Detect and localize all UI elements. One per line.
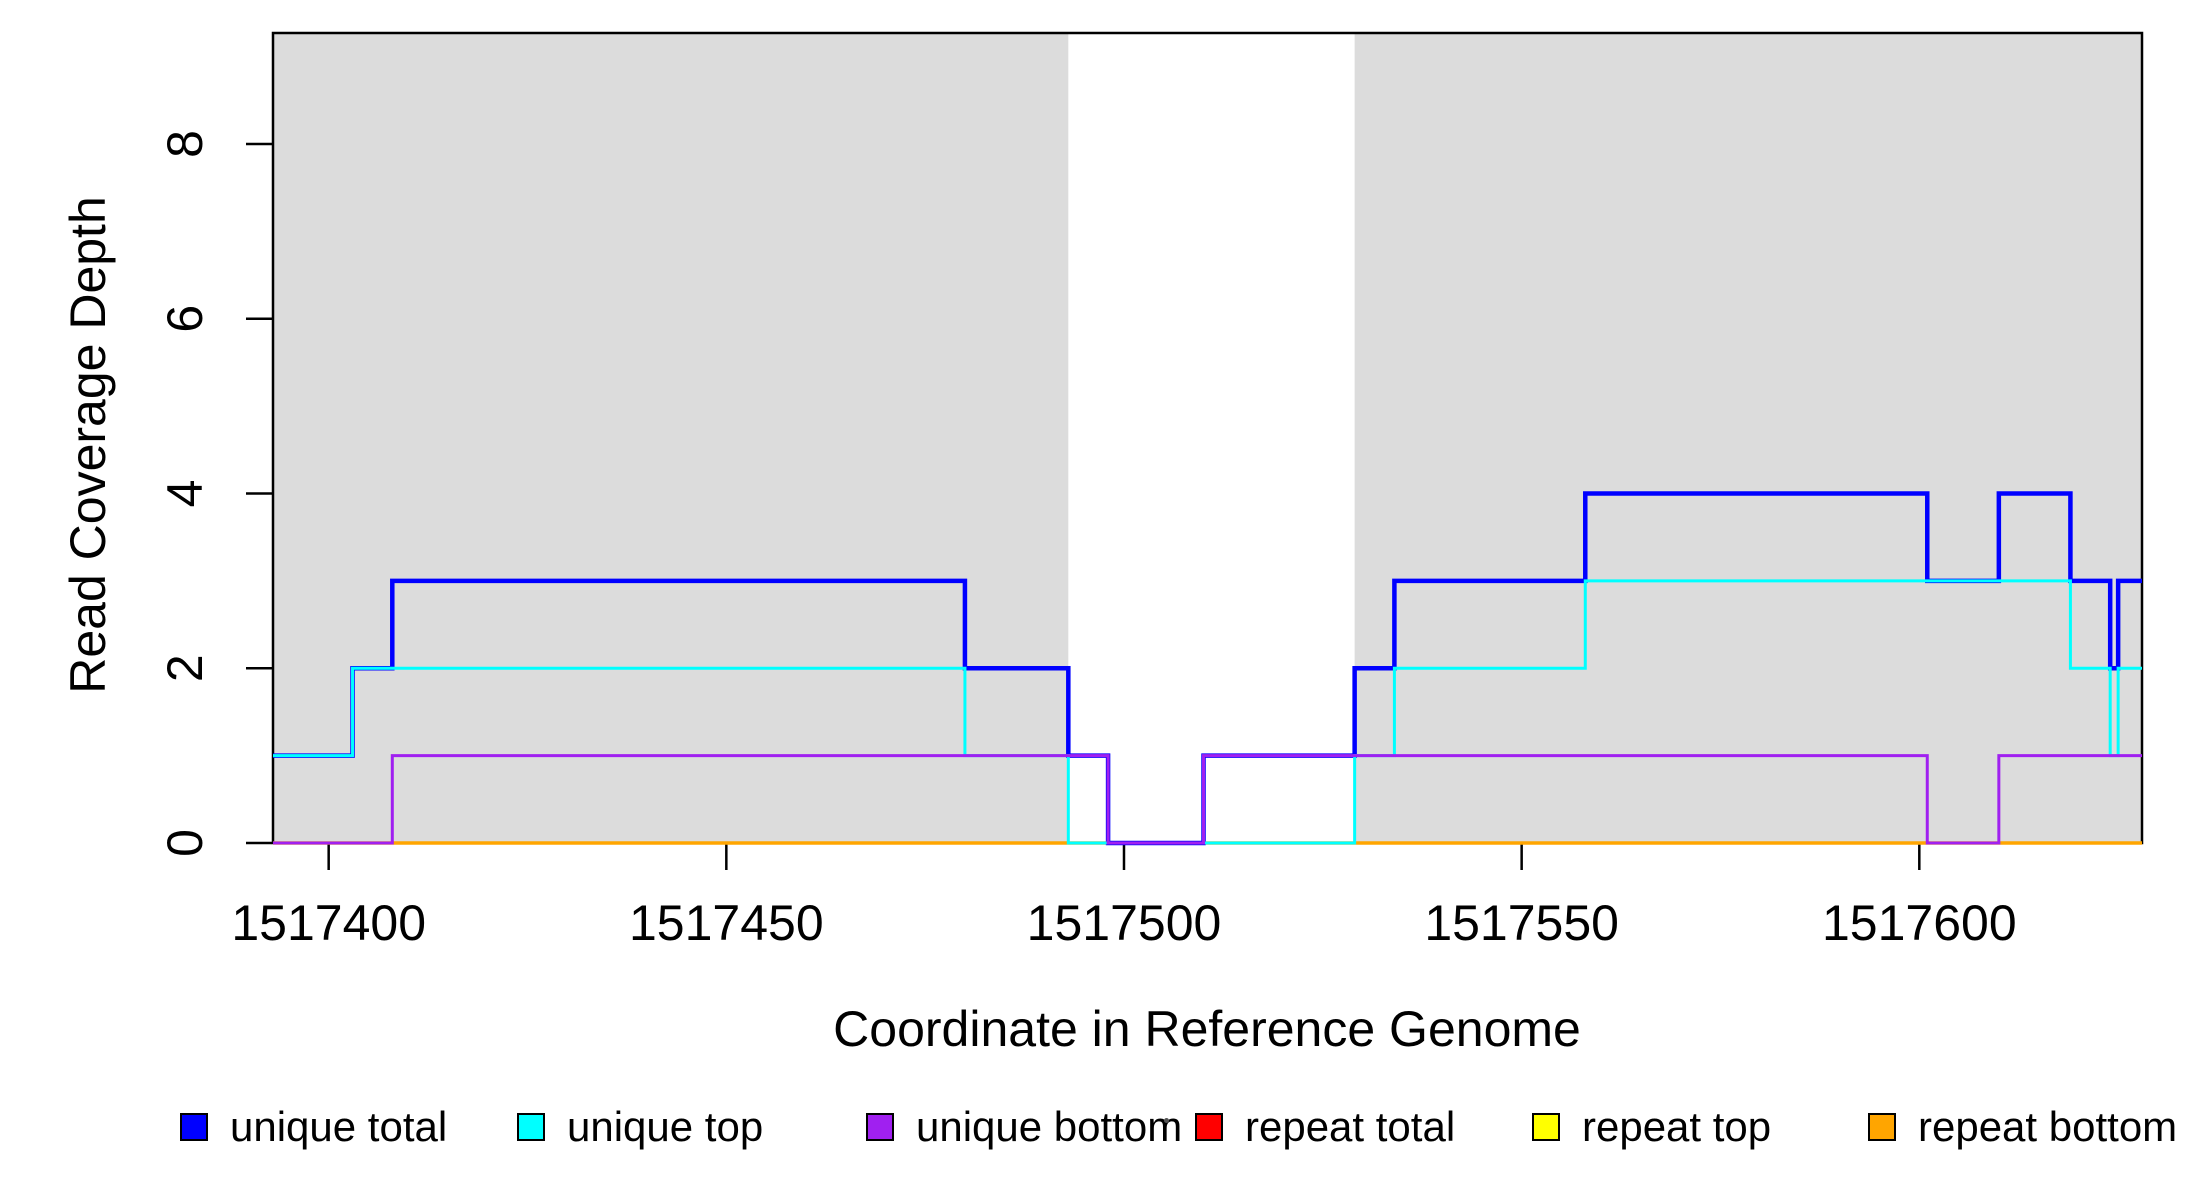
y-axis-title: Read Coverage Depth — [60, 196, 116, 694]
x-tick-label: 1517450 — [629, 895, 824, 951]
shaded-region-left — [273, 33, 1069, 843]
y-tick-label: 0 — [157, 829, 213, 857]
series-unique-total — [273, 491, 2142, 846]
y-tick-label: 4 — [157, 480, 213, 508]
y-tick-label: 2 — [157, 654, 213, 682]
series-unique-top — [273, 579, 2142, 845]
x-tick-label: 1517400 — [231, 895, 426, 951]
series-unique-bottom — [273, 754, 2142, 845]
x-tick-label: 1517550 — [1424, 895, 1619, 951]
y-tick-label: 8 — [157, 130, 213, 158]
x-axis-title: Coordinate in Reference Genome — [833, 1001, 1581, 1057]
x-tick-label: 1517500 — [1027, 895, 1222, 951]
y-tick-label: 6 — [157, 305, 213, 333]
x-tick-label: 1517600 — [1822, 895, 2017, 951]
legend-artifact-dot — [1164, 1118, 1169, 1123]
shaded-region-right — [1354, 33, 2142, 843]
